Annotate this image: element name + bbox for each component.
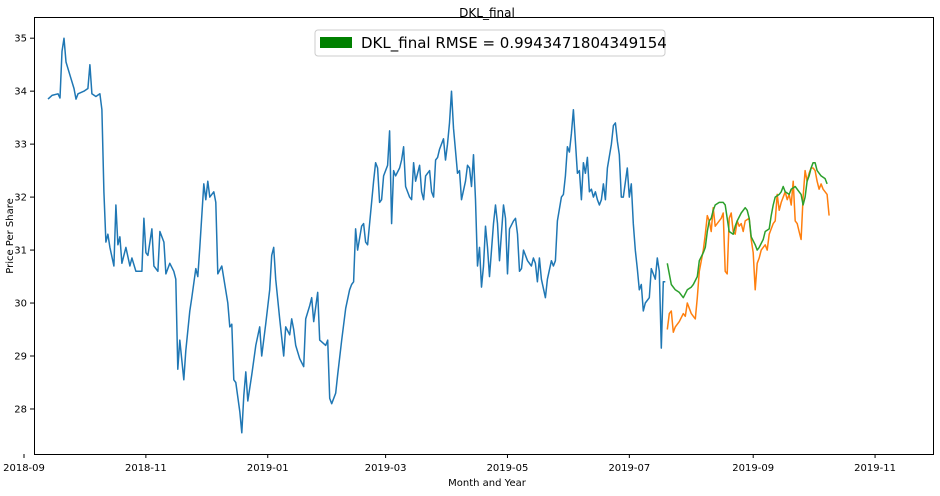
y-tick-label: 34: [14, 87, 27, 98]
x-tick-label: 2019-03: [365, 463, 407, 474]
legend-label: DKL_final RMSE = 0.9943471804349154: [361, 34, 667, 53]
x-tick-label: 2019-09: [732, 463, 774, 474]
plot-frame: [34, 17, 934, 455]
x-tick-label: 2019-05: [487, 463, 529, 474]
x-tick-label: 2019-11: [854, 463, 896, 474]
y-tick-label: 32: [14, 193, 27, 204]
y-tick-label: 35: [14, 34, 27, 45]
legend: DKL_final RMSE = 0.9943471804349154: [314, 29, 667, 57]
series-line-3: [666, 161, 828, 299]
series-lines: [47, 37, 830, 434]
x-tick-label: 2019-07: [608, 463, 650, 474]
y-tick-label: 33: [14, 140, 27, 151]
y-tick-label: 31: [14, 246, 27, 257]
chart-title: DKL_final: [459, 6, 515, 20]
y-tick-label: 28: [14, 404, 27, 415]
axis-ticks: 2018-09 2018-11 2019-01 2019-03 2019-05 2019-…: [3, 34, 896, 474]
y-tick-label: 29: [14, 352, 27, 363]
x-tick-label: 2018-09: [3, 463, 45, 474]
x-tick-label: 2018-11: [125, 463, 167, 474]
series-line-2: [666, 167, 830, 333]
y-tick-label: 30: [14, 299, 27, 310]
legend-box: [314, 29, 666, 57]
series-line-1: [47, 37, 666, 434]
y-axis-label: Price Per Share: [5, 198, 16, 274]
legend-patch: [320, 37, 352, 48]
x-axis-label: Month and Year: [448, 478, 527, 489]
x-tick-label: 2019-01: [247, 463, 289, 474]
